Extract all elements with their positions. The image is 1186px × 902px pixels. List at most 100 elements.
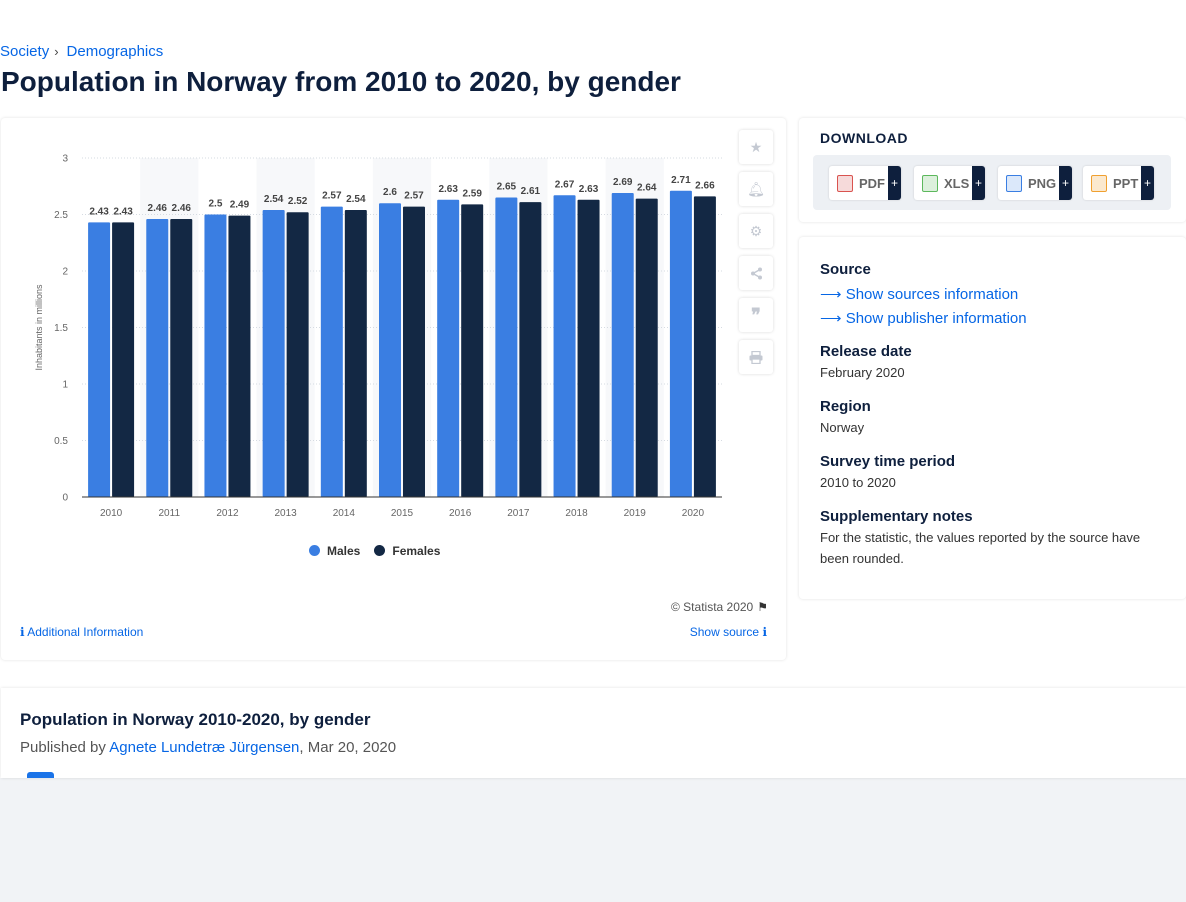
bar-females-2015 <box>403 206 425 497</box>
share-icon[interactable] <box>739 256 773 290</box>
data-label: 2.64 <box>637 183 657 194</box>
plus-icon: + <box>972 166 985 200</box>
data-label: 2.43 <box>89 206 109 217</box>
data-label: 2.59 <box>462 188 482 199</box>
region-value: Norway <box>820 420 865 435</box>
bar-males-2017 <box>495 197 518 498</box>
y-tick-label: 1.5 <box>54 323 68 334</box>
legend-item-males[interactable]: Males <box>309 544 360 558</box>
survey-heading: Survey time period <box>820 453 956 470</box>
y-tick-label: 3 <box>62 154 68 165</box>
x-tick-label: 2013 <box>275 508 298 519</box>
published-by: Published by Agnete Lundetræ Jürgensen, … <box>20 739 396 756</box>
y-tick-label: 0 <box>62 493 68 504</box>
source-heading: Source <box>820 261 871 278</box>
download-ppt-button[interactable]: PPT + <box>1083 166 1154 200</box>
pdf-file-icon <box>837 174 853 192</box>
bar-females-2020 <box>693 196 716 498</box>
chart-tools: ★ 🔔︎ ⚙ ❞ <box>739 130 773 382</box>
notes-value: For the statistic, the values reported b… <box>820 530 1141 566</box>
y-tick-label: 0.5 <box>54 436 68 447</box>
bar-females-2019 <box>635 198 658 497</box>
ppt-file-icon <box>1091 174 1107 192</box>
bar-males-2013 <box>262 209 285 497</box>
data-label: 2.63 <box>438 184 458 195</box>
data-label: 2.46 <box>148 203 168 214</box>
data-label: 2.6 <box>383 187 397 198</box>
show-sources-link[interactable]: ⟶ Show sources information <box>820 285 1018 303</box>
data-label: 2.52 <box>288 196 308 207</box>
show-publisher-link[interactable]: ⟶ Show publisher information <box>820 309 1027 327</box>
bar-females-2018 <box>577 199 600 497</box>
flag-icon[interactable]: ⚑ <box>757 600 768 614</box>
x-tick-label: 2015 <box>391 508 414 519</box>
download-pdf-button[interactable]: PDF + <box>829 166 901 200</box>
bar-males-2011 <box>146 219 169 497</box>
bar-females-2014 <box>344 209 367 497</box>
download-png-button[interactable]: PNG + <box>998 166 1072 200</box>
breadcrumb: Society › Demographics <box>0 43 163 60</box>
x-tick-label: 2018 <box>565 508 588 519</box>
chart-legend: Males Females <box>309 544 440 558</box>
data-label: 2.57 <box>322 191 342 202</box>
page-title: Population in Norway from 2010 to 2020, … <box>1 66 681 97</box>
print-icon[interactable] <box>739 340 773 374</box>
author-link[interactable]: Agnete Lundetræ Jürgensen <box>109 739 300 756</box>
xls-file-icon <box>922 174 938 192</box>
download-bar: PDF + XLS + PNG + PPT + <box>813 155 1171 210</box>
bottom-title: Population in Norway 2010-2020, by gende… <box>20 710 371 729</box>
blue-chip <box>27 772 54 778</box>
y-tick-label: 2 <box>62 267 68 278</box>
show-source-label: Show source <box>689 625 760 639</box>
x-tick-label: 2012 <box>216 508 239 519</box>
x-tick-label: 2011 <box>159 508 181 519</box>
x-tick-label: 2017 <box>507 508 530 519</box>
show-source-link[interactable]: Show source ℹ <box>690 625 767 639</box>
survey-value: 2010 to 2020 <box>820 475 896 490</box>
legend-label-females: Females <box>392 544 441 558</box>
download-title: DOWNLOAD <box>820 130 908 146</box>
bar-females-2017 <box>519 202 542 497</box>
bottom-card: Population in Norway 2010-2020, by gende… <box>1 688 1186 778</box>
plus-icon: + <box>1059 166 1072 200</box>
breadcrumb-item-society[interactable]: Society <box>0 43 50 60</box>
gear-icon[interactable]: ⚙ <box>739 214 773 248</box>
y-tick-label: 1 <box>62 380 68 391</box>
chart-copyright: © Statista 2020 ⚑ <box>671 600 768 614</box>
data-label: 2.54 <box>346 194 366 205</box>
data-label: 2.66 <box>695 180 715 191</box>
y-tick-label: 2.5 <box>54 210 68 221</box>
published-by-label: Published by <box>20 739 106 756</box>
data-label: 2.43 <box>113 206 133 217</box>
bar-males-2018 <box>553 195 576 497</box>
data-label: 2.46 <box>172 203 192 214</box>
plus-icon: + <box>888 166 901 200</box>
data-label: 2.67 <box>555 179 575 190</box>
publish-date: , Mar 20, 2020 <box>299 739 397 756</box>
legend-item-females[interactable]: Females <box>374 544 440 558</box>
download-ppt-label: PPT <box>1113 175 1139 191</box>
breadcrumb-item-demographics[interactable]: Demographics <box>66 43 164 60</box>
data-label: 2.57 <box>404 191 424 202</box>
quote-icon[interactable]: ❞ <box>739 298 773 332</box>
bell-icon[interactable]: 🔔︎ <box>739 172 773 206</box>
data-label: 2.5 <box>209 199 223 210</box>
info-circle-icon: ℹ <box>20 625 25 639</box>
show-sources-label: Show sources information <box>845 286 1019 303</box>
show-publisher-label: Show publisher information <box>845 310 1027 327</box>
x-tick-label: 2019 <box>624 508 647 519</box>
star-icon[interactable]: ★ <box>739 130 773 164</box>
breadcrumb-separator: › <box>54 44 59 59</box>
plus-icon: + <box>1141 166 1154 200</box>
bar-males-2012 <box>204 214 227 497</box>
bar-males-2014 <box>320 206 343 497</box>
download-xls-button[interactable]: XLS + <box>914 166 985 200</box>
chart-card: 0 0.5 1 1.5 2 2.5 3 Inhabitants in millions 2.43… <box>1 118 786 660</box>
x-tick-label: 2020 <box>682 508 705 519</box>
bar-females-2010 <box>112 222 135 497</box>
arrow-right-icon: ⟶ <box>820 286 842 303</box>
bar-males-2010 <box>88 222 111 497</box>
download-pdf-label: PDF <box>859 175 885 191</box>
additional-info-link[interactable]: ℹ Additional Information <box>20 625 143 639</box>
bar-females-2013 <box>286 212 309 497</box>
